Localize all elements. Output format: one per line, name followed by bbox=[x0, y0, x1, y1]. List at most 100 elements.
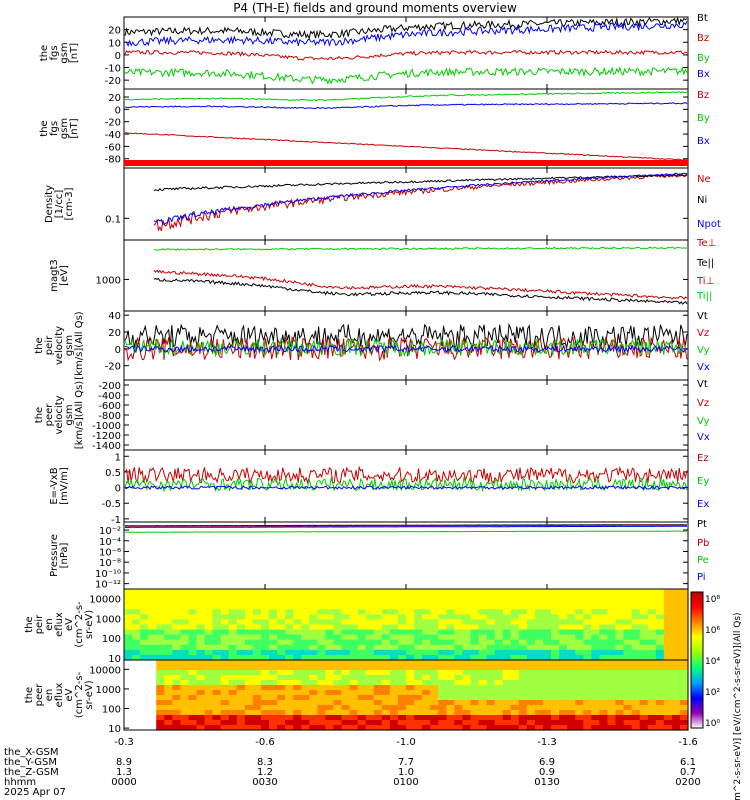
heat-cell bbox=[510, 700, 520, 706]
heat-cell bbox=[397, 639, 407, 646]
legend-Pb: Pb bbox=[697, 538, 709, 549]
heat-cell bbox=[583, 670, 592, 676]
heat-cell bbox=[655, 604, 665, 610]
heat-cell bbox=[172, 725, 181, 731]
heat-cell bbox=[526, 695, 536, 701]
heat-cell bbox=[357, 680, 367, 686]
heat-cell bbox=[285, 594, 294, 600]
heat-cell bbox=[269, 710, 278, 716]
heat-cell bbox=[494, 715, 504, 721]
heat-cell bbox=[333, 639, 343, 646]
heat-cell bbox=[196, 614, 206, 621]
heat-cell bbox=[172, 660, 181, 666]
heat-cell bbox=[236, 710, 246, 716]
heat-cell bbox=[252, 670, 262, 676]
heat-cell bbox=[220, 680, 230, 686]
heat-cell bbox=[551, 690, 560, 696]
heat-cell bbox=[454, 670, 463, 676]
heat-cell bbox=[631, 720, 641, 726]
heat-cell bbox=[655, 629, 665, 636]
heat-cell bbox=[510, 685, 520, 691]
heat-cell bbox=[148, 644, 157, 651]
heat-cell bbox=[381, 629, 391, 636]
heat-cell bbox=[252, 665, 262, 671]
heat-cell bbox=[599, 670, 609, 676]
heat-cell bbox=[269, 700, 278, 706]
heat-cell bbox=[341, 649, 351, 656]
heat-cell bbox=[357, 675, 367, 681]
heat-cell bbox=[188, 644, 198, 651]
heat-cell bbox=[583, 649, 592, 656]
heat-cell bbox=[373, 604, 383, 610]
heat-cell bbox=[526, 675, 536, 681]
heat-cell bbox=[285, 665, 294, 671]
heat-cell bbox=[140, 594, 149, 600]
heat-cell bbox=[671, 710, 681, 716]
heat-cell bbox=[639, 589, 649, 595]
heat-cell bbox=[430, 715, 439, 721]
heat-cell bbox=[454, 649, 463, 656]
heat-cell bbox=[607, 604, 617, 610]
heat-cell bbox=[156, 609, 165, 615]
heat-cell bbox=[486, 705, 496, 711]
heat-cell bbox=[430, 599, 439, 605]
heat-cell bbox=[252, 599, 262, 605]
heat-cell bbox=[172, 614, 181, 621]
heat-cell bbox=[309, 675, 318, 681]
heat-cell bbox=[526, 654, 536, 661]
heat-cell bbox=[148, 639, 157, 646]
heat-cell bbox=[389, 710, 399, 716]
ephemeris-value: 0030 bbox=[252, 777, 278, 788]
heat-cell bbox=[591, 644, 600, 651]
heat-cell bbox=[510, 670, 520, 676]
heat-cell bbox=[228, 680, 238, 686]
heat-cell bbox=[293, 654, 302, 661]
heat-cell bbox=[494, 695, 504, 701]
heat-cell bbox=[510, 690, 520, 696]
heat-cell bbox=[551, 649, 560, 656]
heat-cell bbox=[285, 710, 294, 716]
heat-cell bbox=[470, 665, 480, 671]
heat-cell bbox=[510, 614, 520, 621]
heat-cell bbox=[486, 720, 496, 726]
heat-cell bbox=[357, 634, 367, 641]
heat-cell bbox=[389, 670, 399, 676]
heat-cell bbox=[228, 705, 238, 711]
heat-cell bbox=[164, 604, 173, 610]
y-tick-label: 10 bbox=[108, 38, 121, 49]
heat-cell bbox=[422, 634, 431, 641]
heat-cell bbox=[663, 624, 673, 631]
heat-cell bbox=[204, 619, 214, 626]
legend-Vt: Vt bbox=[697, 379, 708, 390]
heat-cell bbox=[406, 675, 415, 681]
heat-cell bbox=[607, 589, 617, 595]
heat-cell bbox=[454, 700, 463, 706]
heat-cell bbox=[164, 614, 173, 621]
heat-cell bbox=[406, 639, 415, 646]
heat-cell bbox=[551, 720, 560, 726]
heat-cell bbox=[140, 599, 149, 605]
heat-cell bbox=[293, 720, 302, 726]
heat-cell bbox=[478, 594, 488, 600]
heat-cell bbox=[454, 614, 463, 621]
heat-cell bbox=[373, 619, 383, 626]
heat-cell bbox=[679, 649, 689, 656]
heat-cell bbox=[236, 715, 246, 721]
heat-cell bbox=[534, 665, 544, 671]
heat-cell bbox=[333, 680, 343, 686]
heat-cell bbox=[172, 680, 181, 686]
heat-cell bbox=[422, 660, 431, 666]
heat-cell bbox=[663, 695, 673, 701]
heat-cell bbox=[510, 589, 520, 595]
heat-cell bbox=[325, 619, 335, 626]
heat-cell bbox=[607, 639, 617, 646]
heat-cell bbox=[188, 609, 198, 615]
heat-cell bbox=[252, 594, 262, 600]
heat-cell bbox=[293, 614, 302, 621]
heat-cell bbox=[293, 665, 302, 671]
heat-cell bbox=[236, 685, 246, 691]
heat-cell bbox=[607, 619, 617, 626]
heat-cell bbox=[639, 700, 649, 706]
heat-cell bbox=[510, 665, 520, 671]
heat-cell bbox=[543, 589, 552, 595]
